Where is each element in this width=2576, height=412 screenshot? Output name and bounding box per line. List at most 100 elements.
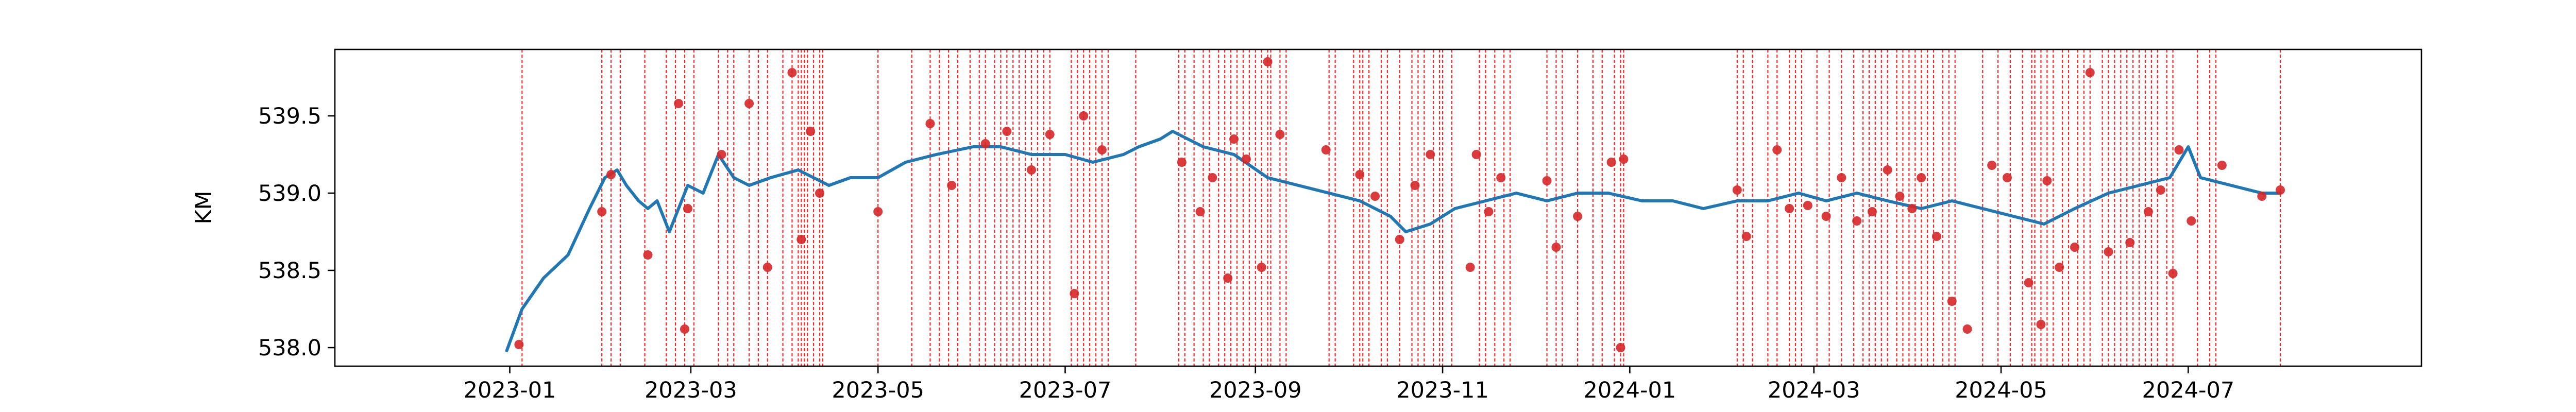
event-marker-21	[1070, 289, 1079, 298]
event-marker-18	[1002, 127, 1012, 136]
x-tick-label-8: 2024-05	[1955, 377, 2047, 403]
event-marker-28	[1229, 134, 1239, 144]
event-marker-13	[815, 188, 825, 198]
event-marker-29	[1241, 154, 1251, 164]
event-marker-7	[717, 150, 726, 159]
event-marker-82	[2276, 185, 2285, 195]
event-marker-41	[1484, 207, 1494, 216]
event-marker-25	[1195, 207, 1205, 216]
event-marker-10	[787, 68, 797, 77]
series-line-0	[505, 130, 2282, 352]
event-marker-75	[2143, 207, 2153, 216]
event-marker-11	[796, 235, 806, 244]
event-marker-77	[2168, 269, 2178, 278]
event-marker-65	[1987, 161, 1997, 170]
event-marker-39	[1465, 263, 1475, 272]
event-marker-79	[2187, 216, 2196, 226]
event-marker-59	[1895, 192, 1905, 201]
event-marker-31	[1263, 57, 1273, 66]
event-marker-78	[2174, 145, 2184, 154]
event-marker-43	[1542, 176, 1552, 185]
event-marker-81	[2257, 192, 2267, 201]
plot-frame	[334, 48, 2422, 367]
event-marker-74	[2125, 238, 2135, 247]
event-marker-60	[1907, 204, 1917, 213]
event-marker-48	[1619, 154, 1629, 164]
event-marker-24	[1177, 158, 1187, 167]
event-marker-3	[643, 250, 653, 260]
x-tick-label-9: 2024-07	[2142, 377, 2235, 403]
event-marker-66	[2002, 173, 2012, 182]
event-vlines	[521, 49, 2281, 366]
event-marker-61	[1917, 173, 1926, 182]
event-marker-63	[1947, 297, 1957, 306]
event-marker-54	[1821, 212, 1831, 221]
event-marker-68	[2036, 320, 2046, 329]
event-marker-27	[1223, 273, 1233, 283]
y-axis-label: KM	[191, 191, 217, 224]
event-marker-38	[1426, 150, 1435, 159]
y-tick-label-1: 538.5	[258, 258, 321, 284]
y-tick-label-3: 539.5	[258, 104, 321, 129]
event-marker-34	[1355, 170, 1365, 179]
event-marker-53	[1803, 201, 1812, 210]
event-marker-52	[1785, 204, 1794, 213]
event-marker-4	[674, 99, 684, 108]
event-markers	[514, 57, 2285, 352]
event-marker-72	[2085, 68, 2095, 77]
event-marker-9	[762, 263, 772, 272]
event-marker-62	[1931, 232, 1941, 241]
x-tick-label-0: 2023-01	[464, 377, 556, 403]
event-marker-35	[1370, 192, 1380, 201]
event-marker-67	[2024, 278, 2033, 287]
event-marker-57	[1867, 207, 1877, 216]
x-tick-label-7: 2024-03	[1768, 377, 1860, 403]
event-marker-8	[744, 99, 754, 108]
event-marker-26	[1208, 173, 1217, 182]
y-axis: 538.0 538.5 539.0 539.5	[258, 104, 335, 361]
event-marker-20	[1045, 130, 1055, 139]
event-marker-56	[1852, 216, 1862, 226]
event-marker-80	[2217, 161, 2227, 170]
event-marker-2	[606, 170, 616, 179]
event-marker-71	[2070, 243, 2079, 252]
event-marker-5	[680, 324, 689, 334]
event-marker-64	[1962, 324, 1972, 334]
y-tick-label-0: 538.0	[258, 335, 321, 361]
event-marker-76	[2156, 185, 2165, 195]
event-marker-37	[1410, 181, 1420, 190]
event-marker-70	[2055, 263, 2064, 272]
event-marker-51	[1772, 145, 1782, 154]
event-marker-1	[597, 207, 607, 216]
x-tick-label-3: 2023-07	[1019, 377, 1112, 403]
event-marker-36	[1395, 235, 1404, 244]
event-marker-50	[1741, 232, 1751, 241]
x-tick-label-2: 2023-05	[832, 377, 924, 403]
event-marker-14	[873, 207, 883, 216]
event-marker-45	[1573, 212, 1583, 221]
event-marker-23	[1097, 145, 1107, 154]
event-marker-15	[925, 119, 935, 128]
event-marker-32	[1275, 130, 1285, 139]
event-marker-42	[1496, 173, 1506, 182]
x-tick-label-6: 2024-01	[1584, 377, 1676, 403]
event-marker-55	[1837, 173, 1846, 182]
event-marker-17	[980, 139, 990, 148]
y-tick-label-2: 539.0	[258, 181, 321, 207]
event-marker-19	[1026, 165, 1036, 175]
event-marker-6	[683, 204, 692, 213]
event-marker-46	[1606, 158, 1616, 167]
event-marker-47	[1616, 343, 1625, 352]
event-marker-22	[1079, 111, 1089, 121]
event-marker-44	[1551, 243, 1561, 252]
x-axis: 2023-01 2023-03 2023-05 2023-07 2023-09 2023-…	[464, 366, 2235, 403]
x-tick-label-1: 2023-03	[645, 377, 737, 403]
event-marker-0	[514, 340, 524, 349]
x-tick-label-4: 2023-09	[1209, 377, 1302, 403]
event-marker-16	[947, 181, 957, 190]
event-marker-33	[1321, 145, 1331, 154]
x-tick-label-5: 2023-11	[1396, 377, 1489, 403]
event-marker-58	[1883, 165, 1892, 175]
